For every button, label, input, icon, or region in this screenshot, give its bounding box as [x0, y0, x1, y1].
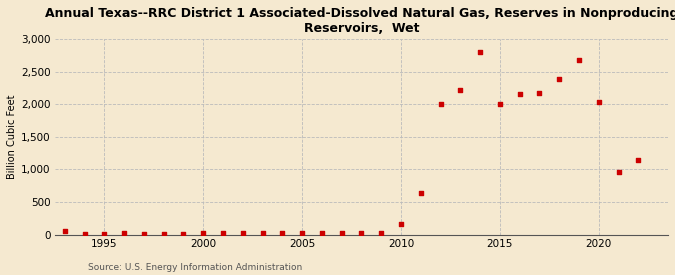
Point [238, 231, 248, 235]
Point [257, 231, 268, 235]
Point [138, 232, 149, 236]
Title: Annual Texas--RRC District 1 Associated-Dissolved Natural Gas, Reserves in Nonpr: Annual Texas--RRC District 1 Associated-… [45, 7, 675, 35]
Point [495, 102, 506, 106]
Point [593, 99, 604, 104]
Point [455, 87, 466, 92]
Point [119, 231, 130, 235]
Point [356, 231, 367, 235]
Point [633, 158, 644, 163]
Point [514, 92, 525, 97]
Point [297, 231, 308, 235]
Point [534, 91, 545, 95]
Point [159, 232, 169, 236]
Point [554, 77, 565, 82]
Point [376, 231, 387, 235]
Text: Source: U.S. Energy Information Administration: Source: U.S. Energy Information Administ… [88, 263, 302, 272]
Point [336, 231, 347, 235]
Y-axis label: Billion Cubic Feet: Billion Cubic Feet [7, 95, 17, 179]
Point [79, 232, 90, 236]
Point [613, 170, 624, 174]
Point [435, 102, 446, 106]
Point [415, 191, 426, 195]
Point [317, 231, 327, 235]
Point [475, 50, 485, 54]
Point [178, 232, 189, 236]
Point [217, 231, 228, 235]
Point [277, 231, 288, 235]
Point [99, 232, 110, 236]
Point [198, 231, 209, 235]
Point [396, 222, 406, 226]
Point [59, 229, 70, 233]
Point [574, 57, 585, 62]
